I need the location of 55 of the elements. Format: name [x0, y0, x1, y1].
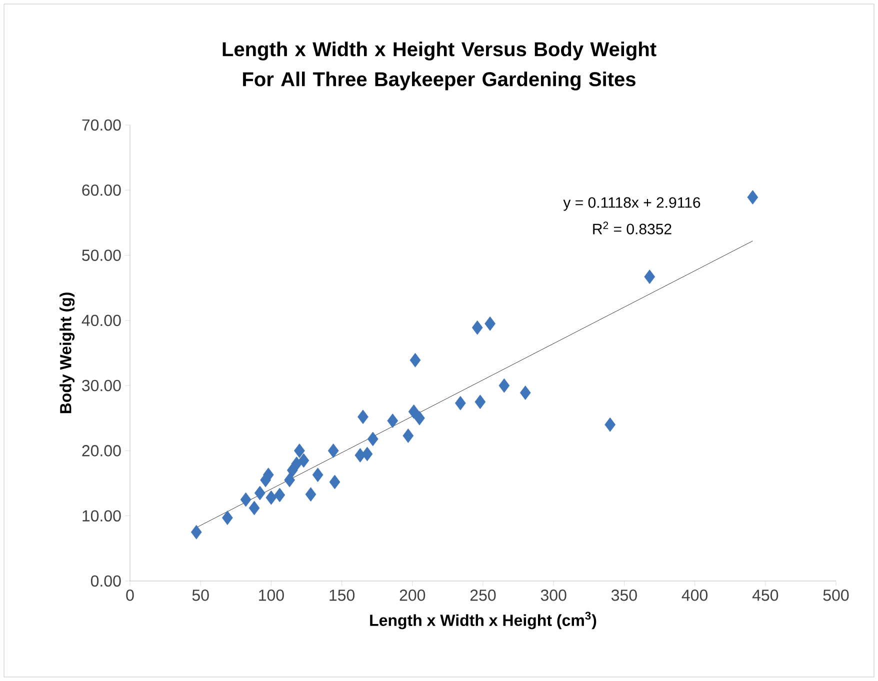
point [498, 378, 510, 393]
y-tick-label: 40.00 [82, 314, 121, 326]
point [402, 428, 414, 443]
chart-title: Length x Width x Height Versus Body Weight For All Three Baykeeper Gardening Sites [222, 42, 656, 90]
point [328, 444, 339, 458]
point [298, 453, 310, 468]
x-axis-title: Length x Width x Height (cm$^{3}$) [370, 612, 596, 630]
point [312, 468, 324, 482]
point [367, 432, 378, 446]
x-tick-label: 150 [330, 590, 355, 601]
annotation: R$^{2}$ = 0.8352 [593, 222, 672, 234]
point [604, 417, 616, 432]
point [248, 500, 260, 516]
point [484, 316, 496, 331]
y-tick-label: 70.00 [82, 119, 121, 131]
x-tick-label: 350 [611, 590, 637, 601]
point [274, 488, 286, 502]
y-tick-label: 50.00 [82, 250, 121, 261]
x-tick-label: 200 [400, 590, 426, 601]
point [284, 472, 296, 488]
x-tick-label: 100 [259, 590, 284, 601]
x-tick-label: 450 [752, 590, 778, 601]
point [358, 410, 368, 424]
point [254, 486, 266, 500]
x-tick-label: 250 [470, 590, 496, 601]
y-tick-label: 20.00 [82, 445, 121, 456]
annotation: y = 0.1118x + 2.9116 [563, 197, 700, 211]
y-tick-label: 0.00 [90, 575, 121, 587]
point [474, 394, 486, 410]
x-tick-label: 0 [126, 590, 134, 601]
x-tick-label: 50 [192, 590, 209, 601]
point [266, 490, 277, 505]
point [747, 190, 758, 205]
point [190, 524, 202, 540]
point [408, 404, 420, 419]
point [362, 446, 373, 462]
point [454, 396, 466, 410]
point [387, 414, 398, 428]
point [472, 320, 483, 335]
y-tick-label: 60.00 [82, 184, 121, 196]
point [410, 352, 421, 368]
y-tick-label: 30.00 [82, 380, 121, 392]
x-tick-label: 500 [823, 590, 849, 601]
point [414, 410, 425, 426]
point [294, 444, 305, 458]
y-axis-title: Body Weight (g) [60, 292, 75, 414]
x-tick-label: 400 [682, 590, 708, 601]
point [222, 510, 233, 526]
point [329, 474, 340, 490]
x-tick-label: 300 [540, 590, 566, 601]
point [520, 386, 531, 400]
point [305, 487, 316, 502]
y-tick-label: 10.00 [82, 510, 121, 522]
point [644, 270, 656, 284]
point [240, 492, 252, 507]
